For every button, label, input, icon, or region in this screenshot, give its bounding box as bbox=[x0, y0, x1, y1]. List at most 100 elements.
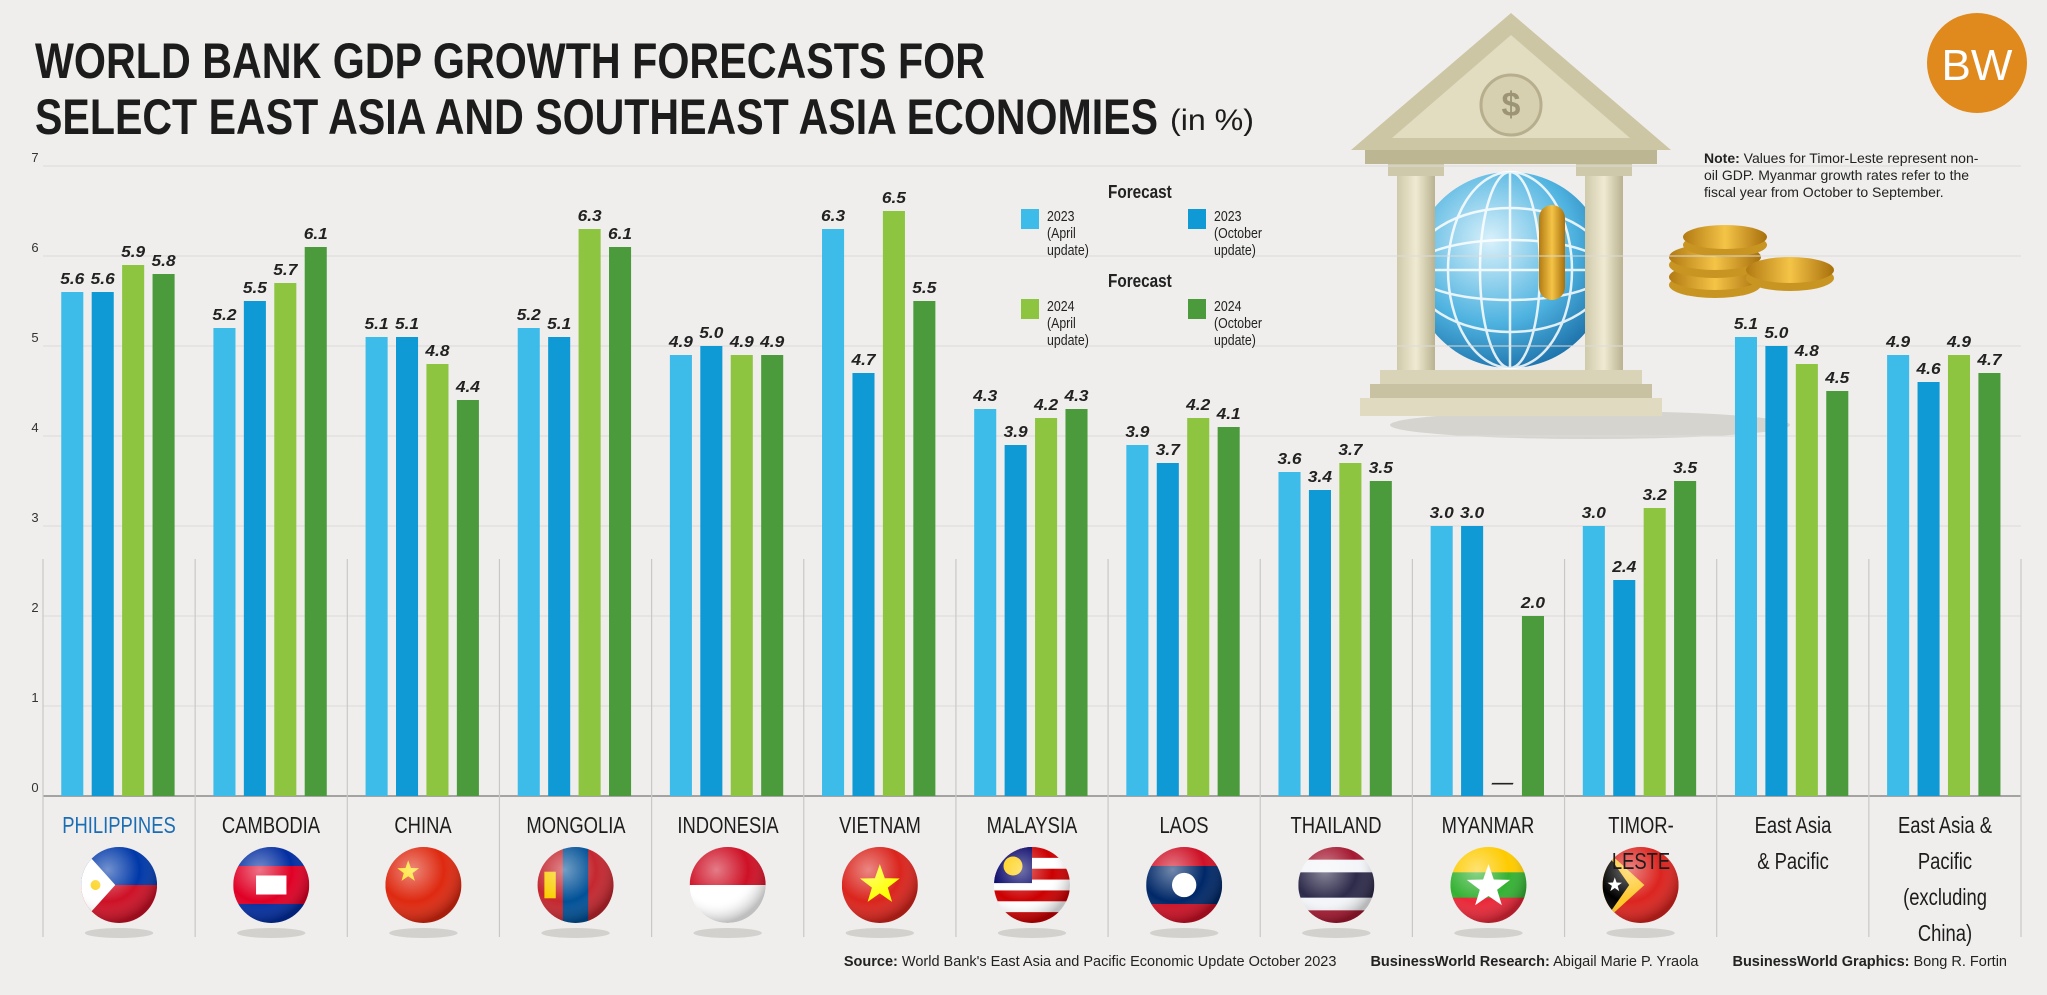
flag bbox=[1298, 847, 1375, 923]
footer-text: World Bank's East Asia and Pacific Econo… bbox=[901, 954, 1337, 970]
flag-gloss bbox=[1298, 847, 1375, 923]
flag-shadow bbox=[389, 928, 458, 938]
bar bbox=[1187, 418, 1210, 796]
bar bbox=[1339, 463, 1362, 796]
value-label: 5.1 bbox=[1734, 316, 1758, 333]
bar bbox=[548, 337, 571, 796]
bar bbox=[822, 229, 845, 796]
legend-label: 2023 (April update) bbox=[1047, 209, 1089, 259]
flag-shadow bbox=[997, 928, 1067, 938]
flag-gloss bbox=[1450, 847, 1527, 923]
bar bbox=[122, 265, 145, 796]
flag-shadow bbox=[84, 928, 154, 938]
value-label: 4.9 bbox=[668, 334, 693, 351]
flag bbox=[1602, 847, 1679, 923]
footer-item: BusinessWorld Research: Abigail Marie P.… bbox=[1370, 954, 1698, 970]
value-label: 3.0 bbox=[1582, 505, 1606, 522]
footer-text: Abigail Marie P. Yraola bbox=[1553, 954, 1699, 970]
footer-item: Source: World Bank's East Asia and Pacif… bbox=[844, 954, 1337, 970]
svg-text:$: $ bbox=[1502, 86, 1521, 124]
value-label: 6.3 bbox=[578, 208, 602, 225]
bar bbox=[1613, 580, 1636, 796]
bar bbox=[1308, 490, 1331, 796]
value-label: 5.7 bbox=[273, 262, 298, 279]
legend-label: 2024 (April update) bbox=[1047, 299, 1089, 349]
bar bbox=[730, 355, 753, 796]
value-label: 4.8 bbox=[424, 343, 449, 360]
value-label: – bbox=[1491, 775, 1515, 792]
bar bbox=[395, 337, 419, 796]
x-tick-label: THAILAND bbox=[1290, 812, 1382, 838]
bar bbox=[1217, 427, 1240, 796]
value-label: 3.4 bbox=[1308, 469, 1332, 486]
x-tick-label: CHINA bbox=[394, 812, 452, 838]
bar bbox=[1430, 526, 1453, 796]
flag bbox=[233, 847, 310, 923]
value-label: 5.0 bbox=[1764, 325, 1788, 342]
x-tick-label: MONGOLIA bbox=[525, 812, 626, 838]
logo-badge bbox=[1927, 13, 2027, 113]
x-tick-label: CAMBODIA bbox=[222, 812, 321, 838]
bar bbox=[700, 346, 723, 796]
legend-label: 2024 (October update) bbox=[1214, 299, 1262, 349]
flag bbox=[994, 847, 1070, 923]
flag-shadow bbox=[1149, 928, 1219, 938]
bar bbox=[426, 364, 449, 796]
footer: Source: World Bank's East Asia and Pacif… bbox=[844, 954, 2007, 970]
bar bbox=[274, 283, 297, 796]
flag-shadow bbox=[1302, 928, 1371, 938]
value-label: 3.5 bbox=[1673, 460, 1698, 477]
flag-shadow bbox=[1606, 928, 1675, 938]
bar bbox=[1004, 445, 1027, 796]
flag-gloss bbox=[841, 847, 918, 923]
flag-gloss bbox=[689, 847, 766, 923]
legend-swatch bbox=[1188, 209, 1206, 229]
flag bbox=[841, 847, 918, 923]
bar bbox=[1887, 355, 1910, 796]
value-label: 3.0 bbox=[1430, 505, 1454, 522]
legend-label: 2023 (October update) bbox=[1214, 209, 1262, 259]
y-tick-label: 1 bbox=[31, 690, 38, 705]
y-tick-label: 4 bbox=[31, 420, 38, 435]
value-label: 4.7 bbox=[850, 352, 876, 369]
bar bbox=[1156, 463, 1179, 796]
footer-text: Bong R. Fortin bbox=[1913, 954, 2008, 970]
note-label: Note: bbox=[1704, 150, 1740, 166]
value-label: 4.9 bbox=[759, 334, 784, 351]
bar bbox=[91, 292, 114, 796]
bar bbox=[1582, 526, 1605, 796]
chart-subtitle: (in %) bbox=[1170, 104, 1254, 137]
x-tick-label: INDONESIA bbox=[677, 812, 779, 838]
bar bbox=[1369, 481, 1392, 796]
bar bbox=[609, 247, 632, 796]
bar bbox=[517, 328, 540, 796]
y-tick-label: 2 bbox=[31, 600, 38, 615]
flag bbox=[689, 847, 766, 923]
note-text: Values for Timor-Leste represent non-oil… bbox=[1704, 150, 1979, 200]
value-label: 4.9 bbox=[1885, 334, 1910, 351]
value-label: 5.5 bbox=[912, 280, 937, 297]
bar bbox=[913, 301, 936, 796]
chart-title: SELECT EAST ASIA AND SOUTHEAST ASIA ECON… bbox=[35, 89, 1158, 145]
flag-gloss bbox=[1146, 847, 1223, 923]
legend-swatch bbox=[1021, 299, 1039, 319]
value-label: 4.3 bbox=[1063, 388, 1088, 405]
note: Note: Values for Timor-Leste represent n… bbox=[1704, 150, 1984, 201]
flag-gloss bbox=[1602, 847, 1679, 923]
value-label: 4.6 bbox=[1915, 361, 1940, 378]
flag-gloss bbox=[385, 847, 462, 923]
value-label: 4.8 bbox=[1794, 343, 1819, 360]
bar bbox=[1917, 382, 1940, 796]
bar bbox=[243, 301, 266, 796]
bar bbox=[456, 400, 479, 796]
bar bbox=[61, 292, 84, 796]
flag-shadow bbox=[237, 928, 306, 938]
flag bbox=[1146, 847, 1223, 923]
flag-gloss bbox=[994, 847, 1070, 923]
value-label: 4.5 bbox=[1824, 370, 1850, 387]
value-label: 3.7 bbox=[1156, 442, 1181, 459]
flag-shadow bbox=[845, 928, 915, 938]
flag bbox=[537, 847, 614, 923]
bar bbox=[852, 373, 875, 796]
